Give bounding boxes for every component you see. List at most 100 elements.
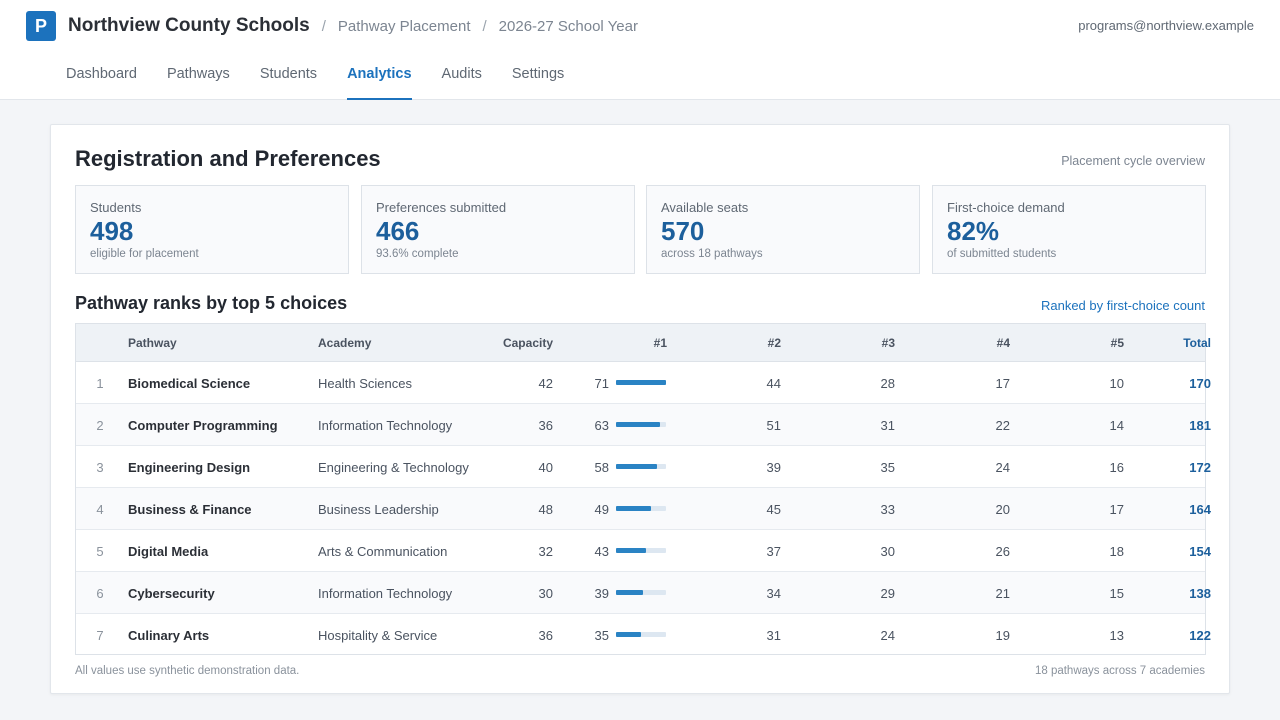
pathway-cell: Cybersecurity [128, 586, 215, 601]
first-choice-bar-track [616, 548, 666, 553]
stat-value: 498 [90, 216, 134, 246]
stat-card-preferences: Preferences submitted 466 93.6% complete [361, 185, 635, 274]
column-header-academy[interactable]: Academy [318, 336, 372, 350]
first-choice-bar-track [616, 632, 666, 637]
capacity-cell: 40 [538, 460, 553, 475]
column-header-choice-4[interactable]: #4 [996, 336, 1010, 350]
registration-card: Registration and Preferences Placement c… [50, 124, 1230, 694]
pathway-cell: Culinary Arts [128, 628, 210, 643]
table-row[interactable]: 4 Business & Finance Business Leadership 48… [76, 488, 1211, 530]
choice-3-cell: 24 [880, 628, 895, 643]
tab-audits[interactable]: Audits [441, 66, 482, 82]
choice-1-cell: 71 [594, 376, 609, 391]
first-choice-bar-track [616, 590, 666, 595]
choice-5-cell: 10 [1109, 376, 1124, 391]
total-cell: 122 [1189, 628, 1211, 643]
choice-2-cell: 34 [766, 586, 781, 601]
choice-4-cell: 22 [995, 418, 1010, 433]
pathway-cell: Computer Programming [128, 418, 278, 433]
table-row[interactable]: 2 Computer Programming Information Technol… [76, 404, 1211, 446]
choice-3-cell: 33 [880, 502, 895, 517]
capacity-cell: 48 [538, 502, 553, 517]
tab-settings[interactable]: Settings [511, 66, 565, 82]
academy-cell: Information Technology [318, 418, 453, 433]
first-choice-bar [616, 380, 666, 385]
pathway-table: Pathway Academy Capacity #1 #2 #3 #4 #5 … [75, 323, 1211, 656]
choice-1-cell: 49 [594, 502, 609, 517]
tab-students[interactable]: Students [259, 66, 318, 82]
stat-value: 82% [947, 216, 1000, 246]
table-row[interactable]: 6 Cybersecurity Information Technology 30 39… [76, 572, 1211, 614]
choice-4-cell: 20 [995, 502, 1010, 517]
app-logo[interactable]: P [26, 11, 56, 41]
footer-summary: 18 pathways across 7 academies [1034, 665, 1205, 677]
breadcrumb: Northview County Schools / Pathway Place… [68, 15, 638, 37]
first-choice-bar [616, 590, 644, 595]
breadcrumb-separator: / [482, 17, 487, 35]
stat-card-students: Students 498 eligible for placement [75, 185, 349, 274]
rank-cell: 5 [96, 544, 104, 559]
stat-label: Available seats [661, 200, 749, 215]
tab-pathways[interactable]: Pathways [166, 66, 230, 82]
table-row[interactable]: 5 Digital Media Arts & Communication 32 43 37… [76, 530, 1211, 572]
choice-4-cell: 26 [995, 544, 1010, 559]
tab-analytics[interactable]: Analytics [347, 56, 413, 100]
rank-cell: 7 [96, 628, 104, 643]
choice-4-cell: 17 [995, 376, 1010, 391]
choice-2-cell: 51 [766, 418, 781, 433]
column-header-choice-1[interactable]: #1 [653, 336, 667, 350]
breadcrumb-school-year[interactable]: 2026-27 School Year [498, 17, 638, 35]
user-email[interactable]: programs@northview.example [1078, 18, 1254, 33]
first-choice-bar [616, 464, 657, 469]
column-header-choice-5[interactable]: #5 [1110, 336, 1124, 350]
academy-cell: Business Leadership [318, 502, 439, 517]
column-header-total[interactable]: Total [1183, 336, 1211, 350]
table-row[interactable]: 7 Culinary Arts Hospitality & Service 36 35 3… [76, 614, 1211, 656]
total-cell: 154 [1189, 544, 1211, 559]
stat-card-first-choice: First-choice demand 82% of submitted stu… [932, 185, 1206, 274]
column-header-pathway[interactable]: Pathway [128, 336, 177, 350]
choice-2-cell: 45 [766, 502, 781, 517]
stat-sub: of submitted students [947, 248, 1057, 260]
choice-5-cell: 13 [1109, 628, 1124, 643]
rank-cell: 3 [96, 460, 104, 475]
choice-3-cell: 28 [880, 376, 895, 391]
first-choice-bar [616, 548, 647, 553]
academy-cell: Hospitality & Service [318, 628, 438, 643]
tab-dashboard[interactable]: Dashboard [66, 66, 137, 82]
main-nav: Dashboard Pathways Students Analytics Au… [66, 56, 594, 100]
first-choice-bar [616, 422, 661, 427]
column-header-choice-2[interactable]: #2 [767, 336, 781, 350]
table-header: Pathway Academy Capacity #1 #2 #3 #4 #5 … [76, 324, 1211, 362]
card-caption: Placement cycle overview [1061, 154, 1205, 168]
table-row[interactable]: 3 Engineering Design Engineering & Technol… [76, 446, 1211, 488]
column-header-choice-3[interactable]: #3 [881, 336, 895, 350]
total-cell: 138 [1189, 586, 1211, 601]
breadcrumb-pathway-placement[interactable]: Pathway Placement [337, 17, 471, 35]
capacity-cell: 42 [538, 376, 553, 391]
total-cell: 181 [1189, 418, 1211, 433]
stats-row: Students 498 eligible for placement Pref… [75, 185, 1206, 274]
pathway-cell: Business & Finance [128, 502, 252, 517]
rank-cell: 6 [96, 586, 104, 601]
choice-2-cell: 39 [766, 460, 781, 475]
top-bar: P Northview County Schools / Pathway Pla… [0, 0, 1280, 100]
capacity-cell: 30 [538, 586, 553, 601]
stat-label: Preferences submitted [376, 200, 507, 215]
choice-3-cell: 30 [880, 544, 895, 559]
total-cell: 170 [1189, 376, 1211, 391]
sort-link[interactable]: Ranked by first-choice count [1040, 298, 1205, 313]
first-choice-bar-track [616, 464, 666, 469]
choice-3-cell: 35 [880, 460, 895, 475]
stat-label: First-choice demand [947, 200, 1065, 215]
table-row[interactable]: 1 Biomedical Science Health Sciences 42 71 44… [76, 362, 1211, 404]
choice-5-cell: 15 [1109, 586, 1124, 601]
choice-1-cell: 43 [594, 544, 609, 559]
org-name[interactable]: Northview County Schools [68, 15, 310, 36]
choice-1-cell: 63 [594, 418, 609, 433]
pathway-cell: Biomedical Science [128, 376, 251, 391]
column-header-capacity[interactable]: Capacity [502, 336, 553, 350]
choice-3-cell: 31 [880, 418, 895, 433]
choice-4-cell: 24 [995, 460, 1010, 475]
total-cell: 164 [1189, 502, 1211, 517]
